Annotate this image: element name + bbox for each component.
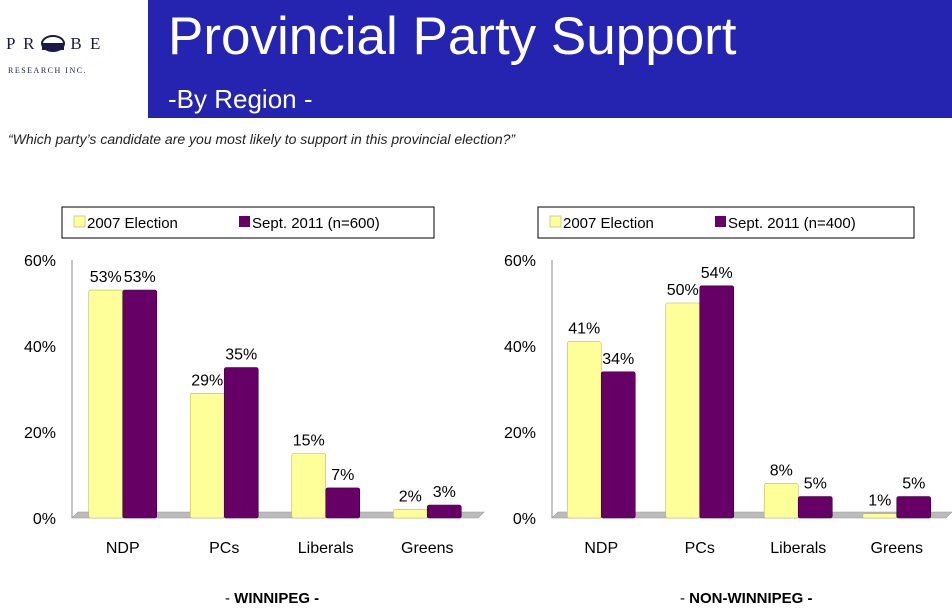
bar-ndp-2007 xyxy=(88,289,124,519)
data-label: 35% xyxy=(225,347,257,364)
data-label: 1% xyxy=(868,493,891,510)
bar-liberals-2007 xyxy=(763,483,799,519)
category-label: Greens xyxy=(871,540,923,557)
data-label: 7% xyxy=(331,467,354,484)
bar-ndp-2011 xyxy=(122,289,158,519)
bar-greens-2011 xyxy=(896,496,932,519)
legend-swatch-2011 xyxy=(239,216,250,227)
y-tick-label: 60% xyxy=(504,253,536,270)
legend-box xyxy=(61,206,435,239)
y-tick-label: 40% xyxy=(24,339,56,356)
legend-label-2007: 2007 Election xyxy=(563,215,654,232)
bar-pcs-2007 xyxy=(189,392,225,519)
y-tick-label: 60% xyxy=(24,253,56,270)
category-label: Liberals xyxy=(298,540,354,557)
data-label: 15% xyxy=(293,433,325,450)
legend-swatch-2011 xyxy=(715,216,726,227)
data-label: 50% xyxy=(667,282,699,299)
region-label-non-winnipeg: - NON-WINNIPEG - xyxy=(680,590,813,607)
survey-question: “Which party’s candidate are you most li… xyxy=(8,131,516,147)
y-tick-label: 20% xyxy=(504,425,536,442)
data-label: 3% xyxy=(433,484,456,501)
data-label: 29% xyxy=(191,372,223,389)
bar-pcs-2007 xyxy=(665,302,701,519)
data-label: 5% xyxy=(804,476,827,493)
bar-pcs-2011 xyxy=(223,367,259,519)
page-subtitle: -By Region - xyxy=(168,84,313,114)
category-label: Liberals xyxy=(770,540,826,557)
region-label-winnipeg: - WINNIPEG - xyxy=(225,590,320,607)
bar-liberals-2011 xyxy=(797,496,833,519)
logo-tagline: RESEARCH INC. xyxy=(8,66,88,75)
header-band xyxy=(148,0,952,118)
bar-pcs-2011 xyxy=(699,285,735,519)
bar-ndp-2011 xyxy=(600,371,636,519)
legend-label-2011: Sept. 2011 (n=400) xyxy=(728,215,856,232)
y-tick-label: 0% xyxy=(33,511,56,528)
category-label: NDP xyxy=(106,540,140,557)
y-tick-label: 0% xyxy=(513,511,536,528)
data-label: 54% xyxy=(701,265,733,282)
data-label: 2% xyxy=(399,488,422,505)
bar-greens-2011 xyxy=(426,504,462,519)
data-label: 41% xyxy=(568,321,600,338)
data-label: 53% xyxy=(124,269,156,286)
legend-swatch-2007 xyxy=(549,215,562,228)
bar-liberals-2011 xyxy=(325,487,361,519)
page-title: Provincial Party Support xyxy=(168,7,737,66)
bar-greens-2007 xyxy=(862,513,898,519)
data-label: 5% xyxy=(902,476,925,493)
data-label: 53% xyxy=(90,269,122,286)
legend-label-2007: 2007 Election xyxy=(87,215,178,232)
legend-label-2011: Sept. 2011 (n=600) xyxy=(252,215,380,232)
legend-swatch-2007 xyxy=(73,215,86,228)
category-label: Greens xyxy=(401,540,453,557)
data-label: 34% xyxy=(602,351,634,368)
category-label: NDP xyxy=(584,540,618,557)
category-label: PCs xyxy=(685,540,715,557)
logo-ring-icon xyxy=(41,35,66,52)
y-tick-label: 20% xyxy=(24,425,56,442)
category-label: PCs xyxy=(209,540,239,557)
data-label: 8% xyxy=(770,463,793,480)
bar-liberals-2007 xyxy=(291,453,327,519)
bar-greens-2007 xyxy=(392,509,428,519)
y-tick-label: 40% xyxy=(504,339,536,356)
bar-ndp-2007 xyxy=(566,341,602,519)
